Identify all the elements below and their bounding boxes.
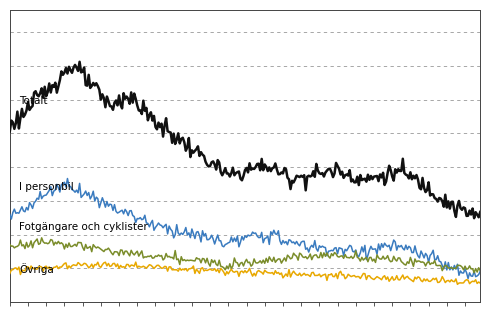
Text: I personbil: I personbil (19, 182, 74, 192)
Text: Fotgängare och cyklister: Fotgängare och cyklister (19, 222, 147, 232)
Text: Övriga: Övriga (19, 263, 53, 275)
Text: Totalt: Totalt (19, 96, 48, 106)
